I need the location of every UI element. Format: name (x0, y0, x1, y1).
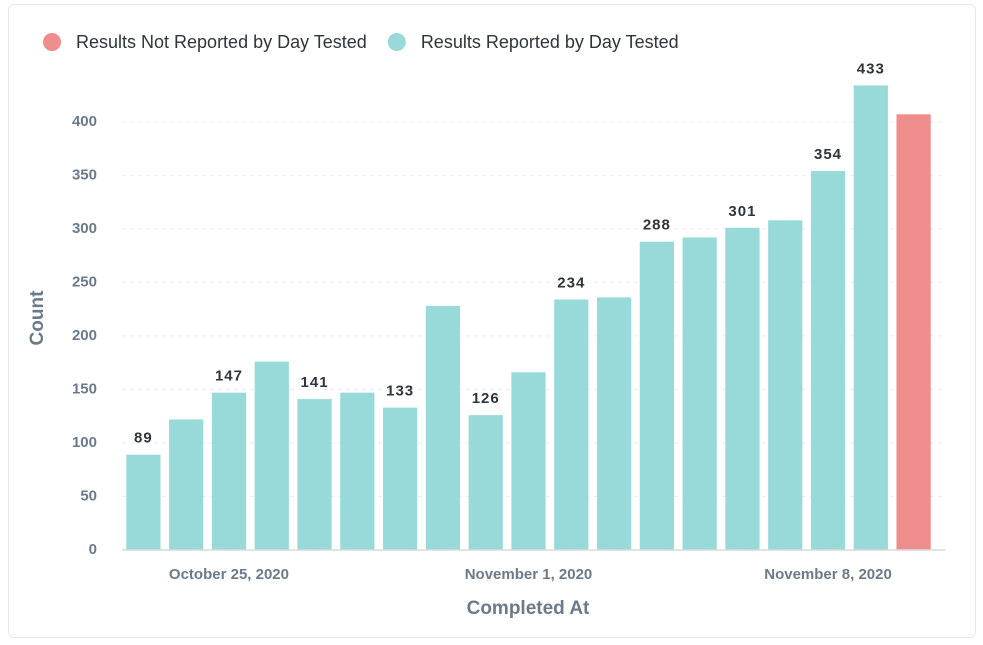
x-tick-label: October 25, 2020 (169, 566, 289, 583)
bar (725, 227, 760, 550)
bar (254, 361, 289, 550)
bar (596, 297, 632, 550)
bar (682, 237, 717, 550)
x-tick-label: November 8, 2020 (764, 566, 892, 583)
bar (383, 407, 418, 550)
legend-label: Results Reported by Day Tested (421, 32, 679, 52)
data-label: 133 (386, 383, 414, 400)
bar (468, 415, 503, 550)
x-tick-label: November 1, 2020 (465, 566, 593, 583)
y-tick-label: 300 (72, 220, 97, 237)
data-label: 141 (301, 374, 329, 391)
y-tick-label: 200 (72, 327, 97, 344)
bar (340, 392, 375, 550)
y-tick-label: 400 (72, 113, 97, 130)
y-tick-label: 0 (89, 541, 97, 558)
y-axis-title: Count (27, 290, 48, 346)
legend-swatch (43, 33, 61, 51)
data-label: 234 (557, 274, 585, 291)
y-tick-label: 150 (72, 380, 97, 397)
bar (126, 454, 161, 550)
bar (297, 399, 332, 550)
bar (211, 392, 247, 550)
bar (169, 419, 204, 550)
data-label: 354 (814, 146, 842, 163)
data-label: 301 (728, 203, 756, 220)
data-label: 433 (857, 60, 885, 77)
legend-swatch (387, 33, 406, 51)
y-tick-label: 50 (80, 487, 97, 504)
data-label: 89 (134, 430, 153, 447)
bar (425, 305, 461, 550)
bar (853, 85, 888, 549)
x-axis-title: Completed At (467, 598, 590, 619)
y-tick-label: 100 (72, 434, 97, 451)
data-label: 147 (215, 368, 243, 385)
bar (810, 171, 846, 551)
data-label: 288 (643, 217, 671, 234)
bar (511, 372, 546, 550)
y-tick-label: 350 (72, 166, 97, 183)
bar (896, 114, 931, 550)
data-label: 126 (472, 390, 500, 407)
bar (639, 241, 674, 550)
bar (768, 220, 803, 551)
bar (554, 299, 589, 550)
card (8, 4, 976, 638)
y-tick-label: 250 (72, 273, 97, 290)
legend-label: Results Not Reported by Day Tested (76, 32, 367, 52)
